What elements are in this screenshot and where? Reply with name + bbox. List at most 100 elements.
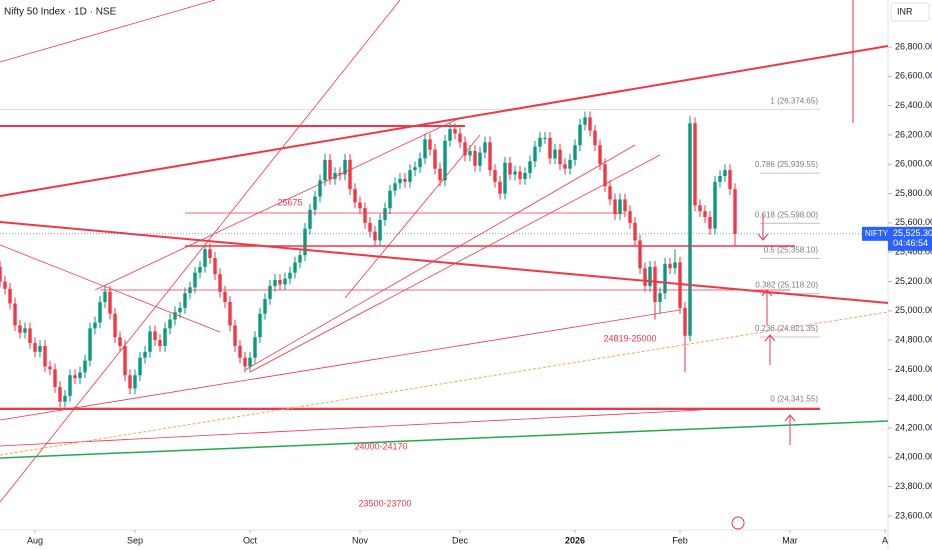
y-tick-label: 25,400.00 <box>895 247 932 257</box>
candle-body <box>533 146 537 162</box>
candle-body <box>288 272 292 279</box>
candle-body <box>618 199 622 215</box>
candle-body <box>598 145 602 165</box>
candle-body <box>168 319 172 329</box>
arrow <box>784 414 796 445</box>
candle-body <box>708 217 712 229</box>
candle-body <box>518 171 522 179</box>
candle-body <box>493 170 497 182</box>
fib-label: 0.618 (25,598.00) <box>755 210 818 219</box>
y-tick-label: 26,800.00 <box>895 41 932 51</box>
candle-body <box>118 337 122 346</box>
arrow <box>761 289 773 325</box>
candle-body <box>573 145 577 160</box>
candle-body <box>688 123 692 336</box>
candle-body <box>483 142 487 153</box>
candle-body <box>583 117 587 125</box>
candle-body <box>358 202 362 209</box>
candle-body <box>183 293 187 308</box>
candle-body <box>218 274 222 292</box>
candle-body <box>88 328 92 361</box>
y-tick-label: 25,000.00 <box>895 305 932 315</box>
candle-body <box>133 375 137 389</box>
fib-label: 0 (24,341.55) <box>770 394 818 403</box>
candle-body <box>453 129 457 134</box>
candle-body <box>578 124 582 146</box>
trendline <box>0 309 681 421</box>
candle-body <box>448 129 452 141</box>
candle-body <box>733 189 737 234</box>
candle-body <box>78 372 82 379</box>
x-tick-label: Oct <box>243 535 258 545</box>
x-tick-label: Mar <box>782 535 798 545</box>
candle-body <box>248 357 252 367</box>
annotation: 23500-23700 <box>358 498 411 508</box>
candle-body <box>613 199 617 215</box>
y-tick-label: 24,200.00 <box>895 422 932 432</box>
candle-body <box>3 281 7 289</box>
annotation: 24000-24170 <box>354 441 407 451</box>
candle-body <box>293 262 297 273</box>
fib-label: 0.786 (25,939.55) <box>755 160 818 169</box>
candle-body <box>103 291 107 302</box>
candle-body <box>428 139 432 150</box>
candle-body <box>323 159 327 181</box>
axes: 26,800.00 26,600.00 26,400.00 26,200.00 26,0… <box>0 41 932 545</box>
candle-body <box>328 159 332 179</box>
y-tick-label: 26,200.00 <box>895 129 932 139</box>
candle-body <box>0 266 2 282</box>
candle-body <box>8 288 12 304</box>
fib-label: 0.5 (25,358.10) <box>764 245 819 254</box>
y-tick-label: 26,000.00 <box>895 159 932 169</box>
candle-body <box>153 331 157 341</box>
candle-body <box>303 228 307 256</box>
candle-body <box>333 173 337 179</box>
candle-body <box>568 159 572 169</box>
candle-body <box>588 117 592 131</box>
candle-body <box>723 170 727 176</box>
currency-button[interactable] <box>890 2 930 22</box>
candle-body <box>208 249 212 259</box>
candle-body <box>128 375 132 389</box>
candle-body <box>503 162 507 194</box>
candle-body <box>298 255 302 263</box>
trendline <box>0 0 216 63</box>
trendline <box>0 221 889 304</box>
trendline <box>244 144 636 371</box>
y-tick-label: 24,000.00 <box>895 452 932 462</box>
price-label: 25,525.30 <box>893 228 932 238</box>
annotation: 24819-25000 <box>603 333 656 343</box>
candle-body <box>438 168 442 181</box>
candle-body <box>178 307 182 313</box>
y-tick-label: 24,800.00 <box>895 334 932 344</box>
candle-body <box>718 175 722 182</box>
candle-body <box>13 303 17 326</box>
candle-body <box>538 137 542 147</box>
candle-body <box>653 266 657 302</box>
candle-body <box>318 180 322 197</box>
fib-label: 0.382 (25,118.20) <box>755 281 818 290</box>
candle-body <box>283 278 287 285</box>
y-tick-label: 25,800.00 <box>895 188 932 198</box>
symbol-label: NIFTY <box>865 229 889 238</box>
candle-body <box>378 219 382 241</box>
candle-body <box>23 328 27 333</box>
trendline <box>0 45 889 197</box>
candle-body <box>698 205 702 212</box>
candle-body <box>478 152 482 166</box>
candle-body <box>193 272 197 288</box>
candle-body <box>243 357 247 367</box>
candle-body <box>563 164 567 169</box>
candle-body <box>278 280 282 285</box>
candle-body <box>668 263 672 269</box>
candle-body <box>268 285 272 300</box>
symbol-tag <box>862 226 888 241</box>
arrow <box>764 334 776 365</box>
candle-body <box>198 266 202 273</box>
candle-body <box>403 178 407 182</box>
y-tick-label: 23,800.00 <box>895 481 932 491</box>
y-tick-label: 25,200.00 <box>895 276 932 286</box>
fib-label: 1 (26,374.65) <box>770 96 818 105</box>
event-icon[interactable] <box>731 516 745 530</box>
candle-body <box>228 301 232 326</box>
